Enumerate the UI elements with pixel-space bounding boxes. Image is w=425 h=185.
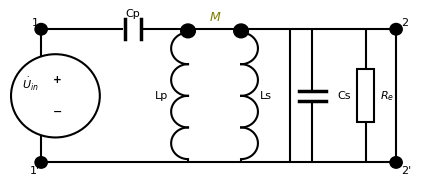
Ellipse shape	[390, 23, 402, 35]
Text: +: +	[53, 75, 62, 85]
Text: Cs: Cs	[337, 91, 351, 101]
Text: Ls: Ls	[260, 91, 272, 101]
Ellipse shape	[35, 157, 47, 168]
Ellipse shape	[35, 23, 47, 35]
Text: $R_e$: $R_e$	[380, 89, 394, 103]
Text: Lp: Lp	[155, 91, 168, 101]
Text: 2': 2'	[401, 166, 411, 176]
Ellipse shape	[181, 24, 196, 38]
Text: −: −	[53, 107, 62, 117]
Ellipse shape	[390, 157, 402, 168]
Text: $\dot{U}_{in}$: $\dot{U}_{in}$	[22, 76, 39, 93]
Text: 2: 2	[401, 18, 408, 28]
Text: Cp: Cp	[125, 9, 140, 19]
Ellipse shape	[11, 54, 100, 137]
Bar	[357, 69, 374, 122]
Text: 1: 1	[31, 18, 39, 28]
Text: 1': 1'	[30, 166, 40, 176]
Ellipse shape	[234, 24, 248, 38]
Text: M: M	[209, 11, 220, 24]
